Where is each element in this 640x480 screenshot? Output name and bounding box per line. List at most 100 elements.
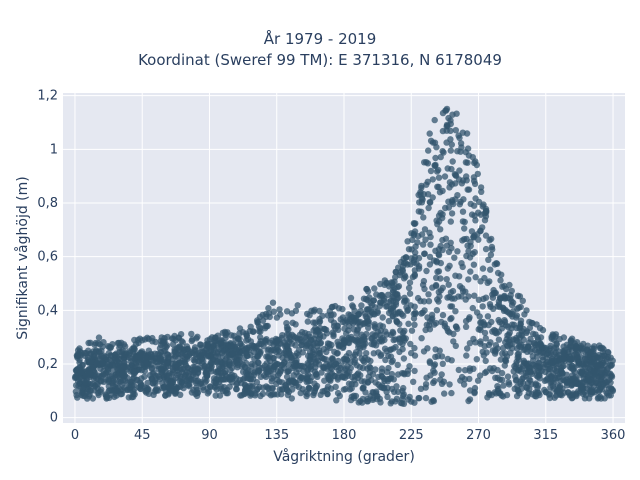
- data-point: [422, 381, 430, 388]
- data-point: [573, 380, 580, 387]
- data-point: [447, 147, 454, 154]
- data-point: [477, 338, 484, 345]
- data-point: [594, 379, 602, 387]
- data-point: [168, 382, 175, 390]
- data-point: [149, 338, 156, 345]
- data-point: [546, 365, 553, 373]
- data-point: [210, 346, 218, 353]
- data-point: [328, 370, 336, 377]
- data-point: [364, 356, 371, 363]
- data-point: [425, 298, 433, 305]
- data-point: [471, 292, 478, 299]
- data-point: [427, 233, 434, 241]
- data-point: [259, 311, 266, 319]
- data-point: [198, 359, 206, 366]
- data-point: [110, 382, 117, 389]
- data-point: [479, 265, 487, 272]
- data-point: [411, 267, 418, 274]
- data-point: [393, 383, 400, 390]
- data-point: [119, 347, 127, 354]
- data-point: [441, 173, 449, 180]
- data-point: [292, 307, 300, 314]
- data-point: [465, 186, 473, 193]
- data-point: [114, 366, 121, 373]
- data-point: [525, 375, 533, 383]
- data-point: [324, 390, 331, 398]
- data-point: [400, 334, 407, 342]
- data-point: [595, 394, 602, 401]
- y-axis-ticks: 0 0,2 0,4 0,6 0,8 1 1,2: [37, 89, 58, 426]
- data-point: [608, 373, 616, 380]
- data-point: [453, 323, 460, 331]
- data-point: [467, 200, 474, 208]
- data-point: [390, 304, 397, 311]
- data-point: [603, 366, 611, 373]
- data-point: [349, 302, 356, 309]
- data-point: [194, 333, 201, 340]
- data-point: [310, 351, 318, 358]
- data-point: [388, 370, 396, 378]
- data-point: [130, 382, 138, 389]
- x-tick-label: 180: [332, 428, 357, 443]
- data-point: [549, 382, 557, 390]
- data-point: [247, 352, 254, 359]
- data-point: [411, 344, 418, 352]
- data-point: [482, 213, 490, 220]
- data-point: [290, 333, 297, 340]
- data-point: [81, 392, 89, 400]
- data-point: [477, 326, 484, 334]
- data-point: [560, 362, 567, 370]
- data-point: [412, 309, 419, 316]
- data-point: [482, 232, 490, 239]
- data-point: [552, 344, 560, 352]
- data-point: [596, 386, 603, 393]
- data-point: [179, 366, 186, 373]
- data-point: [466, 387, 474, 394]
- data-point: [422, 394, 430, 402]
- data-point: [300, 375, 307, 382]
- data-point: [448, 141, 455, 148]
- data-point: [377, 383, 384, 391]
- data-point: [352, 349, 360, 356]
- data-point: [173, 351, 180, 358]
- data-point: [357, 307, 364, 315]
- data-point: [157, 341, 165, 348]
- data-point: [437, 259, 444, 267]
- data-point: [396, 320, 403, 328]
- data-point: [217, 385, 224, 392]
- data-point: [536, 365, 543, 372]
- data-point: [434, 268, 441, 275]
- data-point: [255, 367, 262, 374]
- data-point: [206, 383, 214, 390]
- data-point: [327, 360, 334, 368]
- data-point: [509, 313, 516, 320]
- data-point: [435, 288, 442, 296]
- data-point: [404, 238, 411, 245]
- data-point: [179, 339, 186, 346]
- data-point: [356, 318, 364, 326]
- data-point: [327, 316, 335, 323]
- data-point: [255, 359, 262, 366]
- data-point: [466, 365, 474, 372]
- data-point: [452, 308, 459, 315]
- data-point: [95, 372, 103, 379]
- data-point: [112, 389, 120, 397]
- data-point: [279, 332, 286, 339]
- data-point: [347, 396, 355, 404]
- data-point: [513, 334, 520, 342]
- data-point: [486, 391, 493, 398]
- data-point: [584, 385, 591, 392]
- data-point: [218, 339, 225, 346]
- data-point: [264, 368, 271, 376]
- data-point: [432, 154, 439, 162]
- data-point: [470, 261, 478, 268]
- data-point: [456, 134, 463, 142]
- data-point: [447, 117, 454, 124]
- data-point: [368, 335, 376, 342]
- data-point: [444, 265, 451, 272]
- data-point: [487, 251, 495, 258]
- data-point: [514, 292, 522, 299]
- data-point: [397, 327, 404, 334]
- data-point: [431, 162, 438, 169]
- data-point: [312, 319, 319, 326]
